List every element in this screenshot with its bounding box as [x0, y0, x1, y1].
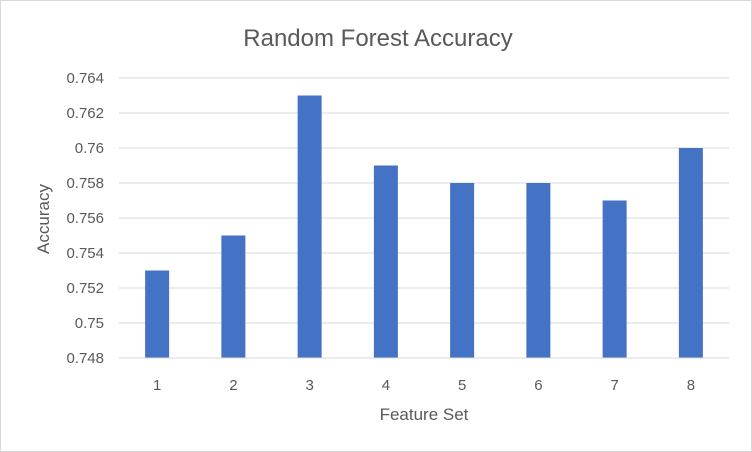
- x-tick-label: 3: [305, 377, 313, 394]
- y-tick-label: 0.752: [66, 280, 104, 297]
- bar: [526, 183, 551, 358]
- y-axis-ticks: 0.748 0.75 0.752 0.754 0.756 0.758 0.76 0.762 0.…: [66, 70, 104, 367]
- y-tick-label: 0.756: [66, 210, 104, 227]
- x-axis-title: Feature Set: [380, 405, 469, 424]
- y-tick-label: 0.762: [66, 105, 104, 122]
- y-tick-label: 0.76: [75, 140, 104, 157]
- bar: [602, 200, 627, 358]
- x-tick-label: 2: [229, 377, 237, 394]
- x-tick-label: 1: [153, 377, 161, 394]
- y-tick-label: 0.758: [66, 175, 104, 192]
- bar: [373, 165, 398, 358]
- x-axis-ticks: 1 2 3 4 5 6 7 8: [153, 377, 695, 394]
- x-tick-label: 6: [534, 377, 542, 394]
- x-tick-label: 5: [458, 377, 466, 394]
- bar: [450, 183, 475, 358]
- bar: [678, 148, 703, 358]
- gridlines: [119, 77, 729, 324]
- bar: [145, 270, 170, 358]
- y-axis-title: Accuracy: [34, 184, 53, 254]
- chart-title: Random Forest Accuracy: [243, 25, 512, 52]
- bars: [145, 95, 703, 358]
- y-tick-label: 0.748: [66, 350, 104, 367]
- y-tick-label: 0.764: [66, 70, 104, 87]
- y-tick-label: 0.754: [66, 245, 104, 262]
- y-tick-label: 0.75: [75, 315, 104, 332]
- bar: [221, 235, 246, 358]
- x-tick-label: 4: [382, 377, 390, 394]
- x-tick-label: 8: [687, 377, 695, 394]
- x-tick-label: 7: [610, 377, 618, 394]
- bar: [297, 95, 322, 358]
